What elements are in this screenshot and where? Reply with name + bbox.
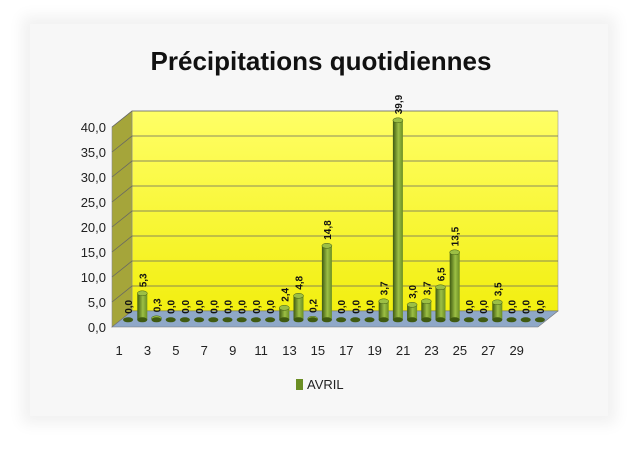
data-label: 0,0 (351, 299, 362, 313)
gridline (111, 160, 558, 178)
bar (364, 317, 375, 323)
x-tick-label: 27 (481, 343, 495, 358)
x-tick-label: 1 (115, 343, 122, 358)
data-label: 0,0 (124, 299, 135, 313)
data-label: 0,0 (252, 299, 263, 313)
bar (293, 293, 304, 323)
x-tick-label: 3 (144, 343, 151, 358)
data-label: 0,0 (465, 299, 476, 313)
chart-floor (111, 310, 559, 328)
y-tick-label: 25,0 (81, 195, 106, 210)
y-tick-label: 35,0 (81, 145, 106, 160)
data-label: 6,5 (437, 267, 448, 281)
data-label: 5,3 (138, 273, 149, 287)
bar (463, 317, 474, 323)
bar (435, 284, 446, 323)
data-label: 0,0 (522, 299, 533, 313)
bar (165, 317, 176, 323)
bar (378, 298, 389, 323)
data-label: 0,0 (167, 299, 178, 313)
data-label: 0,0 (536, 299, 547, 313)
x-tick-label: 11 (254, 343, 268, 358)
bar (208, 317, 219, 323)
gridline (111, 235, 558, 253)
legend-label: AVRIL (307, 377, 344, 392)
data-label: 2,4 (280, 287, 291, 301)
gridline (111, 185, 558, 203)
bar (406, 302, 418, 323)
data-label: 0,0 (209, 299, 220, 313)
bar (520, 317, 531, 323)
y-tick-label: 15,0 (81, 245, 106, 260)
bar (534, 317, 545, 323)
y-tick-label: 30,0 (81, 170, 106, 185)
bar (478, 317, 489, 323)
x-tick-label: 15 (311, 343, 325, 358)
x-tick-label: 25 (453, 343, 467, 358)
gridline (111, 285, 558, 303)
bar (421, 298, 432, 323)
x-tick-label: 19 (367, 343, 381, 358)
y-tick-label: 20,0 (81, 220, 106, 235)
bar (137, 290, 148, 323)
data-label: 14,8 (323, 220, 334, 240)
bar (336, 317, 347, 323)
data-label: 0,0 (479, 299, 490, 313)
y-tick-label: 0,0 (88, 320, 106, 335)
bar (492, 299, 503, 323)
data-label: 3,0 (408, 284, 419, 298)
data-label: 0,0 (224, 299, 235, 313)
bar (179, 317, 190, 323)
bar (236, 317, 247, 323)
legend-swatch (296, 379, 303, 390)
data-label: 3,7 (380, 281, 391, 295)
data-label: 3,7 (422, 281, 433, 295)
x-tick-label: 17 (339, 343, 353, 358)
data-label: 0,3 (153, 298, 164, 312)
bar (449, 249, 460, 323)
data-label: 3,5 (493, 282, 504, 296)
data-label: 0,0 (337, 299, 348, 313)
y-tick-label: 5,0 (88, 295, 106, 310)
data-label: 13,5 (451, 226, 462, 246)
bar (279, 305, 290, 323)
gridline (111, 135, 558, 153)
data-label: 39,9 (394, 94, 405, 114)
gridline (111, 260, 558, 278)
x-tick-label: 5 (172, 343, 179, 358)
bar (392, 117, 404, 323)
chart-title: Précipitations quotidiennes (151, 46, 492, 76)
data-label: 0,2 (309, 298, 320, 312)
x-tick-label: 13 (282, 343, 296, 358)
bar (321, 243, 333, 323)
y-tick-label: 40,0 (81, 120, 106, 135)
data-label: 0,0 (181, 299, 192, 313)
bar (123, 317, 134, 323)
gridline (111, 210, 558, 228)
bar (250, 317, 261, 323)
x-tick-label: 9 (229, 343, 236, 358)
data-label: 0,0 (366, 299, 377, 313)
bar (151, 315, 162, 323)
data-label: 0,0 (238, 299, 249, 313)
bar (265, 317, 276, 323)
x-tick-label: 7 (201, 343, 208, 358)
x-tick-label: 29 (509, 343, 523, 358)
bar (222, 317, 233, 323)
y-tick-label: 10,0 (81, 270, 106, 285)
bar (506, 317, 517, 323)
x-tick-label: 23 (424, 343, 438, 358)
data-label: 0,0 (195, 299, 206, 313)
bar (307, 316, 318, 323)
bar (350, 317, 361, 323)
data-label: 0,0 (508, 299, 519, 313)
data-label: 0,0 (266, 299, 277, 313)
x-tick-label: 21 (396, 343, 410, 358)
gridline (111, 110, 558, 128)
bar (194, 317, 205, 323)
data-label: 4,8 (295, 275, 306, 289)
